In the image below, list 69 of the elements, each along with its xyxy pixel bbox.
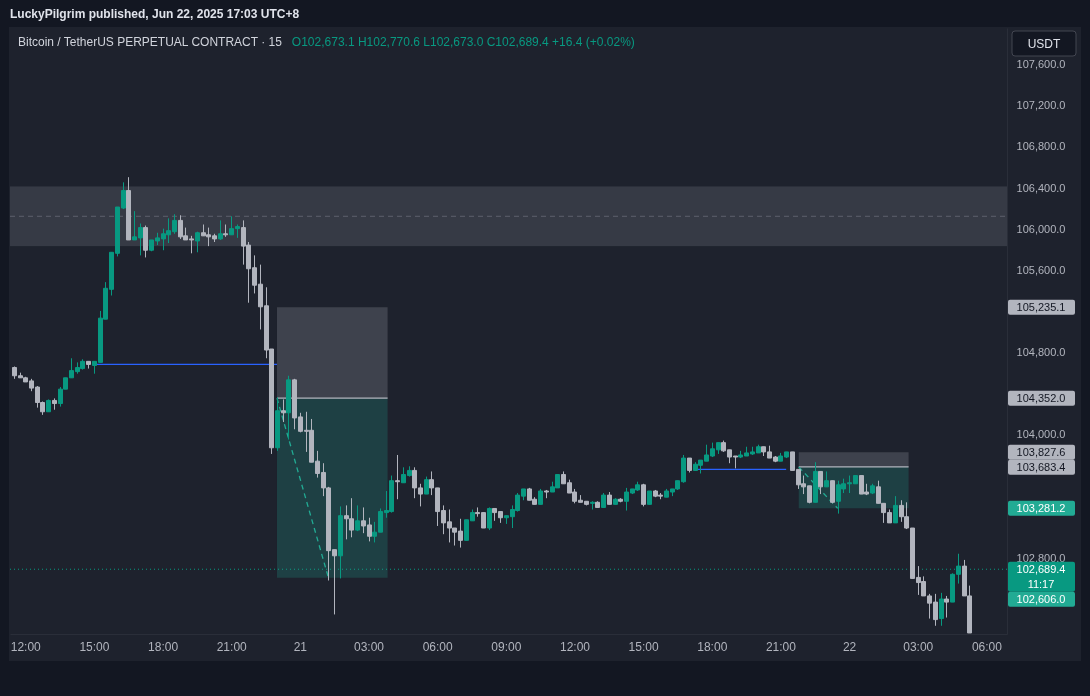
y-axis-title: USDT [1027,36,1061,51]
text: O102,673.1 H102,770.6 L102,673.0 C102,689.4 +16.4 (+0.02%) [291,35,635,49]
y-tick-label: 102,800.0 [1016,551,1066,564]
candlestick [813,461,818,503]
text: 103,683.4 [1016,460,1066,473]
x-tick-label: 03:00 [903,639,934,654]
candlestick [223,224,228,238]
y-tick-label: 105,600.0 [1016,263,1066,276]
text: 102,606.0 [1016,593,1066,606]
candlestick [595,500,600,508]
x-tick-label: 18:00 [697,639,728,654]
candlestick [601,492,606,508]
x-tick-label: 15:00 [628,639,659,654]
candlestick [618,497,623,503]
candlestick [830,480,835,504]
text: LuckyPilgrim published, Jun 22, 2025 17:03 UTC+8 [10,7,300,21]
x-tick-label: 15:00 [79,639,110,654]
candlestick [143,225,148,258]
y-tick-label: 106,000.0 [1016,222,1066,235]
x-tick-label: 06:00 [422,639,454,654]
candlestick [275,396,280,452]
candlestick [46,398,51,413]
y-tick-label: 104,000.0 [1016,428,1066,441]
text: 105,235.1 [1016,301,1066,314]
candlestick [86,360,91,370]
candlestick [641,483,646,507]
x-tick-label: 09:00 [491,639,522,654]
candlestick [870,483,875,495]
text: Bitcoin / TetherUS PERPETUAL CONTRACT · 15 [18,35,283,49]
candlestick [544,489,549,499]
text: 11:17 [1027,578,1055,591]
x-tick-label: 22 [842,639,857,654]
x-tick-label: 12:00 [559,639,591,654]
candlestick [607,491,612,505]
ref-line-label: 102,689.4 [1016,563,1066,576]
candlestick [195,231,200,253]
candlestick [126,176,131,241]
y-tick-label: 104,800.0 [1016,346,1066,359]
candlestick [487,506,492,531]
candlestick [893,495,898,524]
x-tick-label: 03:00 [354,639,385,654]
x-tick-label: 12:00 [10,639,42,654]
x-tick-label: 06:00 [971,639,1003,654]
y-tick-label: 107,600.0 [1016,58,1066,71]
y-tick-label: 106,800.0 [1016,140,1066,153]
candlestick [538,488,543,505]
candlestick [824,470,829,488]
candlestick [52,397,57,411]
x-tick-label: 21:00 [216,639,248,654]
candlestick [647,490,652,505]
candlestick [687,457,692,473]
candlestick [590,500,595,511]
text: 104,352.0 [1016,392,1066,405]
text: 103,281.2 [1016,502,1066,515]
text: 103,827.6 [1016,445,1066,458]
x-tick-label: 21:00 [765,639,797,654]
candlestick [613,497,618,505]
x-tick-label: 21 [293,639,308,654]
candlestick [355,504,360,532]
candlestick [939,592,944,627]
candlestick [395,454,400,500]
candlestick [286,375,291,441]
candlestick [424,476,429,495]
x-tick-label: 18:00 [148,639,179,654]
y-tick-label: 107,200.0 [1016,99,1066,112]
y-tick-label: 106,400.0 [1016,181,1066,194]
candlestick [818,470,823,495]
candlestick [944,595,949,619]
candlestick [218,219,223,241]
